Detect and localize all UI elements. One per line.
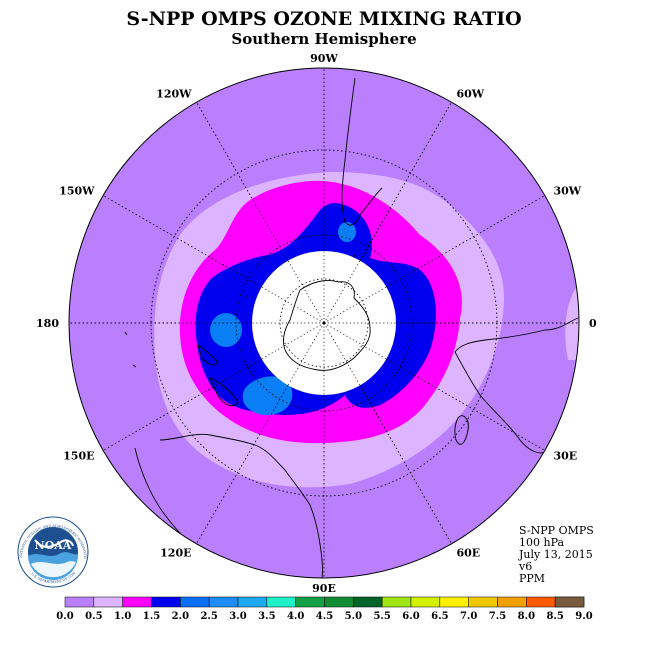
- colorbar-swatch: [151, 596, 181, 608]
- noaa-logo-text: NOAA: [35, 539, 72, 552]
- colorbar-tick-label: 4.5: [316, 611, 333, 622]
- info-level: 100 hPa: [519, 536, 565, 549]
- meridian-30e: [386, 358, 546, 451]
- colorbar-swatch: [526, 596, 556, 608]
- polar-inner-ring: [279, 278, 369, 368]
- colorbar-swatch: [122, 596, 152, 608]
- meridian-120e: [196, 385, 289, 545]
- colorbar-tick-label: 2.0: [172, 611, 189, 622]
- inner-meridians: [252, 251, 396, 395]
- colorbar-tick-label: 2.5: [200, 611, 217, 622]
- longitude-label-90e: 90E: [312, 582, 336, 595]
- inner-meridian-150w: [261, 286, 325, 324]
- longitude-label-120w: 120W: [156, 88, 192, 101]
- inner-meridian-120w: [287, 260, 325, 324]
- longitude-label-120e: 120E: [160, 546, 191, 559]
- colorbar-tick-label: 6.0: [402, 611, 419, 622]
- colorbar-swatch: [497, 596, 527, 608]
- colorbar-swatch: [64, 596, 95, 608]
- colorbar-tick-label: 4.0: [287, 611, 304, 622]
- colorbar: 0.0 0.5 1.0 1.5 2.0 2.5 3.0 3.5 4.0 4.5 5.0 5.5 6.0 6…: [56, 596, 593, 622]
- meridian-30w: [386, 195, 546, 288]
- colorbar-swatch: [353, 596, 383, 608]
- colorbar-tick-label: 5.5: [373, 611, 390, 622]
- meridian-lines: [69, 68, 579, 578]
- colorbar-tick-label: 6.5: [431, 611, 448, 622]
- colorbar-tick-label: 3.5: [258, 611, 275, 622]
- info-date: July 13, 2015: [519, 548, 593, 561]
- colorbar-tick-label: 5.0: [345, 611, 362, 622]
- colorbar-swatch: [410, 596, 441, 608]
- longitude-label-60w: 60W: [457, 88, 485, 101]
- colorbar-swatch: [266, 596, 296, 608]
- lightblue-patch-west: [210, 313, 242, 347]
- longitude-label-30w: 30W: [553, 185, 581, 198]
- info-version: v6: [519, 560, 533, 573]
- colorbar-swatch: [208, 596, 239, 608]
- info-satellite: S-NPP OMPS: [519, 524, 594, 537]
- longitude-label-0: 0: [589, 317, 597, 330]
- longitude-label-30e: 30E: [553, 450, 577, 463]
- longitude-label-180: 180: [36, 317, 59, 330]
- colorbar-tick-label: 3.0: [229, 611, 246, 622]
- longitude-label-90w: 90W: [310, 52, 338, 65]
- colorbar-tick-label: 0.0: [56, 611, 73, 622]
- colorbar-tick-label: 7.5: [489, 611, 506, 622]
- longitude-label-150w: 150W: [59, 185, 95, 198]
- inner-meridian-120e: [287, 322, 325, 386]
- islands: [124, 295, 259, 368]
- noaa-logo: NOAA NATIONAL OCEANIC AND ATMOSPHERIC AD…: [17, 516, 89, 588]
- colorbar-swatch: [237, 596, 268, 608]
- colorbar-tick-label: 1.0: [114, 611, 131, 622]
- colorbar-swatch: [93, 596, 123, 608]
- longitude-label-150e: 150E: [63, 450, 94, 463]
- colorbar-tick-label: 0.5: [85, 611, 102, 622]
- australia-coast: [159, 433, 323, 578]
- inner-meridian-60e: [323, 322, 361, 386]
- colorbar-tick-label: 1.5: [143, 611, 160, 622]
- antarctica-coast-cap: [283, 279, 371, 371]
- light-purple-east-edge: [565, 285, 579, 360]
- meridian-120w: [196, 101, 289, 261]
- inner-meridian-30w: [323, 286, 387, 324]
- colorbar-swatch: [468, 596, 498, 608]
- inner-meridian-30e: [323, 322, 387, 360]
- lightblue-patch-north: [338, 222, 356, 242]
- meridian-150w: [102, 195, 262, 288]
- globe-outline: [68, 67, 580, 579]
- meridian-60e: [359, 385, 452, 545]
- info-panel: S-NPP OMPS 100 hPa July 13, 2015 v6 PPM: [519, 525, 594, 585]
- meridian-150e: [102, 358, 262, 451]
- longitude-labels: 0 30E 60E 90E 120E 150E 180 150W 120W 90W 60W 30W: [36, 52, 597, 595]
- map-subtitle: Southern Hemisphere: [231, 30, 417, 48]
- colorbar-swatch: [439, 596, 469, 608]
- south-america-coast: [341, 77, 383, 226]
- colorbar-swatch: [180, 596, 210, 608]
- colorbar-tick-label: 7.0: [460, 611, 477, 622]
- colorbar-tick-label: 9.0: [575, 611, 592, 622]
- south-pole-dot: [322, 321, 326, 325]
- inner-meridian-60w: [323, 260, 361, 324]
- meridian-60w: [359, 101, 452, 261]
- colorbar-tick-label: 8.0: [518, 611, 535, 622]
- colorbar-swatch: [381, 596, 412, 608]
- longitude-label-60e: 60E: [457, 546, 481, 559]
- madagascar-coast: [454, 415, 469, 445]
- new-zealand-coast: [197, 343, 239, 407]
- info-units: PPM: [519, 572, 546, 585]
- colorbar-swatch: [554, 596, 585, 608]
- lightblue-patch-east: [242, 376, 293, 416]
- inner-meridian-150e: [261, 322, 325, 360]
- map-title: S-NPP OMPS OZONE MIXING RATIO: [126, 8, 522, 30]
- colorbar-swatch: [295, 596, 325, 608]
- africa-coast: [454, 317, 579, 454]
- colorbar-tick-label: 8.5: [546, 611, 563, 622]
- colorbar-swatch: [324, 596, 354, 608]
